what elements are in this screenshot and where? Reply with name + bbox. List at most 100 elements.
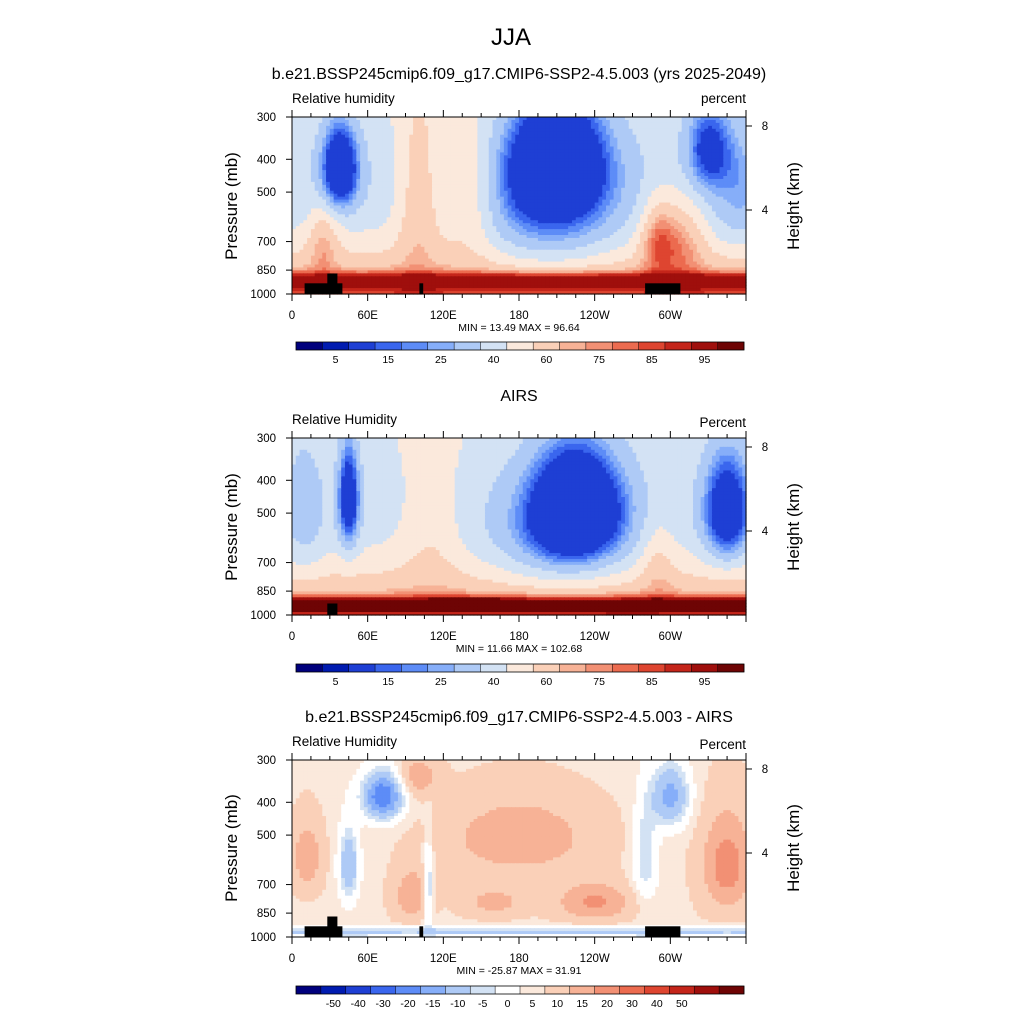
field-cell bbox=[522, 122, 528, 127]
field-cell bbox=[613, 122, 618, 127]
field-cell bbox=[307, 122, 312, 127]
field-cell bbox=[719, 117, 724, 121]
field-cell bbox=[602, 119, 607, 124]
field-cell bbox=[507, 117, 513, 121]
field-cell bbox=[590, 131, 596, 136]
field-cell bbox=[522, 125, 528, 130]
field-cell bbox=[590, 128, 596, 133]
field-cell bbox=[496, 119, 501, 124]
field-cell bbox=[401, 119, 407, 124]
field-cell bbox=[322, 122, 327, 127]
field-cell bbox=[651, 117, 656, 121]
field-cell bbox=[379, 117, 384, 121]
field-cell bbox=[428, 117, 433, 121]
field-cell bbox=[708, 125, 713, 130]
field-cell bbox=[624, 128, 630, 133]
field-cell bbox=[693, 131, 698, 136]
field-cell bbox=[515, 134, 520, 139]
field-cell bbox=[299, 134, 304, 139]
field-cell bbox=[564, 134, 569, 139]
field-cell bbox=[428, 131, 433, 136]
field-cell bbox=[537, 122, 543, 127]
field-cell bbox=[583, 128, 588, 133]
field-cell bbox=[469, 134, 475, 139]
field-cell bbox=[322, 125, 327, 130]
field-cell bbox=[545, 131, 550, 136]
field-cell bbox=[401, 117, 407, 121]
field-cell bbox=[738, 122, 743, 127]
field-cell bbox=[292, 137, 297, 142]
field-cell bbox=[337, 119, 342, 124]
field-cell bbox=[450, 117, 456, 121]
field-cell bbox=[484, 128, 490, 133]
field-cell bbox=[447, 125, 452, 130]
field-cell bbox=[500, 122, 505, 127]
field-cell bbox=[621, 125, 626, 130]
field-cell bbox=[693, 119, 698, 124]
field-cell bbox=[341, 131, 346, 136]
field-cell bbox=[333, 131, 338, 136]
field-cell bbox=[420, 134, 426, 139]
field-cell bbox=[742, 131, 747, 136]
field-cell bbox=[519, 134, 524, 139]
field-cell bbox=[583, 117, 588, 121]
field-cell bbox=[711, 131, 717, 136]
field-cell bbox=[651, 125, 656, 130]
field-cell bbox=[431, 119, 437, 124]
field-cell bbox=[462, 117, 467, 121]
field-cell bbox=[696, 134, 702, 139]
field-cell bbox=[583, 134, 588, 139]
field-cell bbox=[738, 117, 743, 121]
field-cell bbox=[310, 134, 316, 139]
field-cell bbox=[360, 117, 365, 121]
field-cell bbox=[613, 119, 618, 124]
field-cell bbox=[647, 131, 653, 136]
field-cell bbox=[333, 125, 338, 130]
field-cell bbox=[526, 117, 531, 121]
field-cell bbox=[549, 122, 554, 127]
field-cell bbox=[435, 125, 441, 130]
field-cell bbox=[413, 134, 418, 139]
field-cell bbox=[344, 117, 350, 121]
field-cell bbox=[587, 131, 592, 136]
field-cell bbox=[674, 122, 679, 127]
field-cell bbox=[549, 117, 554, 121]
field-cell bbox=[416, 128, 422, 133]
field-cell bbox=[662, 128, 668, 133]
field-cell bbox=[704, 117, 709, 121]
field-cell bbox=[318, 131, 323, 136]
field-cell bbox=[704, 122, 709, 127]
field-cell bbox=[443, 119, 448, 124]
field-cell bbox=[519, 117, 524, 121]
field-cell bbox=[496, 128, 501, 133]
field-cell bbox=[439, 119, 444, 124]
field-cell bbox=[367, 137, 373, 142]
field-cell bbox=[519, 122, 524, 127]
field-cell bbox=[397, 125, 403, 130]
field-cell bbox=[651, 128, 656, 133]
field-cell bbox=[587, 128, 592, 133]
field-cell bbox=[575, 117, 581, 121]
field-cell bbox=[496, 134, 501, 139]
field-cell bbox=[371, 122, 376, 127]
field-cell bbox=[564, 128, 569, 133]
field-cell bbox=[730, 128, 736, 133]
field-cell bbox=[322, 119, 327, 124]
field-cell bbox=[696, 119, 702, 124]
field-cell bbox=[303, 137, 308, 142]
field-cell bbox=[704, 119, 709, 124]
field-cell bbox=[719, 134, 724, 139]
field-cell bbox=[356, 134, 361, 139]
field-cell bbox=[477, 122, 482, 127]
field-cell bbox=[613, 134, 618, 139]
field-cell bbox=[481, 122, 486, 127]
field-cell bbox=[636, 131, 641, 136]
field-cell bbox=[386, 128, 391, 133]
field-cell bbox=[677, 117, 683, 121]
field-cell bbox=[655, 125, 660, 130]
field-cell bbox=[515, 117, 520, 121]
field-cell bbox=[326, 128, 331, 133]
field-cell bbox=[700, 134, 705, 139]
field-cell bbox=[344, 134, 350, 139]
field-cell bbox=[503, 122, 509, 127]
